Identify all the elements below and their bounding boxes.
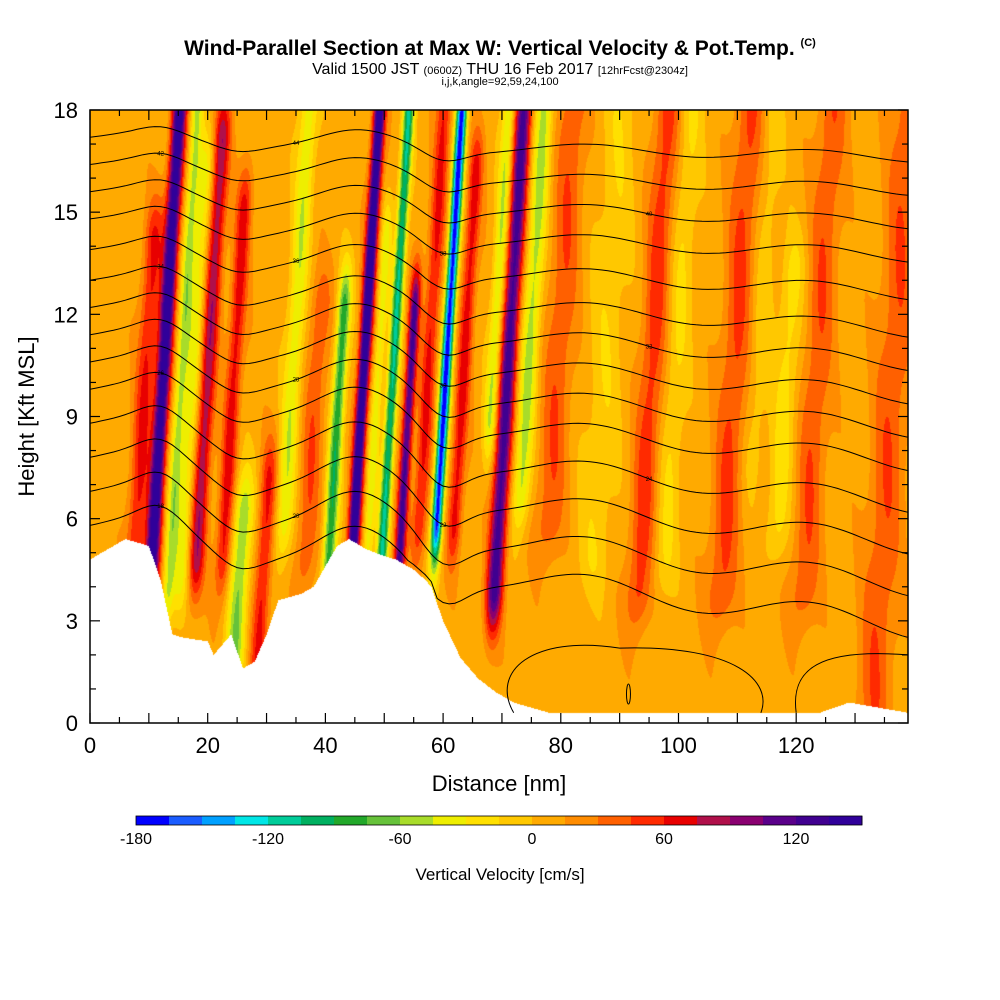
colorbar-swatch [235, 816, 269, 825]
y-tick-label: 0 [66, 711, 78, 736]
isentrope-line [89, 179, 909, 230]
isentrope-label: 34 [157, 264, 164, 270]
isentrope-label: 44 [293, 141, 300, 147]
tick-group [89, 109, 908, 724]
colorbar-swatch [730, 816, 764, 825]
x-tick-label: 100 [660, 733, 697, 758]
isentrope-label: 20 [293, 514, 300, 520]
colorbar-swatch [169, 816, 203, 825]
colorbar-swatch [763, 816, 797, 825]
isentrope-line [89, 345, 909, 438]
colorbar-swatch [433, 816, 467, 825]
y-tick-label: 18 [54, 98, 78, 123]
chart-params: i,j,k,angle=92,59,24,100 [441, 76, 559, 88]
x-tick-label: 60 [431, 733, 455, 758]
isentrope-label: 28 [293, 378, 300, 384]
y-tick-label: 15 [54, 200, 78, 225]
isentrope-label: 24 [646, 477, 653, 483]
y-tick-label: 9 [66, 405, 78, 430]
colorbar-swatch [334, 816, 368, 825]
colorbar-swatch [565, 816, 599, 825]
colorbar-swatch [631, 816, 665, 825]
isentrope-line [89, 504, 909, 638]
isentrope-line [625, 683, 631, 705]
colorbar-swatch [268, 816, 302, 825]
colorbar-tick-label: -180 [120, 831, 152, 848]
isentrope-line [89, 318, 909, 405]
colorbar-tick-label: 0 [528, 831, 537, 848]
x-tick-label: 40 [313, 733, 337, 758]
isentrope-label: 38 [440, 251, 447, 257]
isentrope-label: 32 [646, 344, 653, 350]
colorbar-swatch [796, 816, 830, 825]
x-tick-label: 0 [84, 733, 96, 758]
y-tick-label: 3 [66, 609, 78, 634]
colorbar-tick-label: 60 [655, 831, 673, 848]
colorbar-swatch [598, 816, 632, 825]
x-tick-label: 120 [778, 733, 815, 758]
isentrope-line [89, 265, 909, 338]
isentrope-label: 42 [157, 151, 164, 157]
x-tick-label: 80 [549, 733, 573, 758]
isentrope-line [89, 471, 909, 597]
isentrope-line [89, 126, 909, 163]
colorbar-tick-label: -60 [388, 831, 411, 848]
isentrope-line [89, 292, 909, 371]
isentrope-label: 30 [440, 383, 447, 389]
isentrope-group [89, 126, 909, 714]
y-tick-label: 12 [54, 302, 78, 327]
isentrope-label: 22 [440, 523, 447, 529]
isentrope-line [794, 653, 909, 713]
isentrope-line [89, 152, 909, 196]
colorbar-swatch [499, 816, 533, 825]
colorbar-swatch [400, 816, 434, 825]
colorbar-swatch [136, 816, 170, 825]
colorbar-swatch [664, 816, 698, 825]
x-tick-label: 20 [195, 733, 219, 758]
colorbar-swatch [829, 816, 863, 825]
colorbar-frame [135, 815, 863, 826]
colorbar-swatch [532, 816, 566, 825]
isentrope-line [89, 371, 909, 472]
isentrope-line [89, 405, 909, 513]
chart-subtitle: Valid 1500 JST (0600Z) THU 16 Feb 2017 [… [312, 61, 688, 78]
isentrope-label: 36 [293, 259, 300, 265]
isentrope-line [89, 438, 909, 555]
y-tick-label: 6 [66, 507, 78, 532]
y-axis-label: Height [Kft MSL] [14, 336, 39, 496]
colorbar-swatch [697, 816, 731, 825]
colorbar: -180 -120 -60 0 60 120 Vertical Velocity [cm/s… [120, 815, 863, 884]
colorbar-swatch [367, 816, 401, 825]
vertical-velocity-field [90, 110, 908, 723]
isentrope-line [506, 644, 764, 714]
colorbar-tick-label: -120 [252, 831, 284, 848]
isentrope-label: 18 [157, 504, 164, 510]
isentrope-label-group: 18 20 22 24 26 28 30 32 34 36 38 40 42 44 [157, 141, 653, 529]
chart-title: Wind-Parallel Section at Max W: Vertical… [184, 37, 816, 60]
x-axis-label: Distance [nm] [432, 771, 567, 796]
colorbar-label: Vertical Velocity [cm/s] [415, 865, 584, 884]
colorbar-tick-label: 120 [783, 831, 810, 848]
colorbar-swatch [466, 816, 500, 825]
isentrope-label: 40 [646, 212, 653, 218]
isentrope-line [89, 235, 909, 301]
colorbar-swatch [301, 816, 335, 825]
isentrope-line [89, 205, 909, 263]
colorbar-swatch [202, 816, 236, 825]
isentrope-label: 26 [157, 371, 164, 377]
